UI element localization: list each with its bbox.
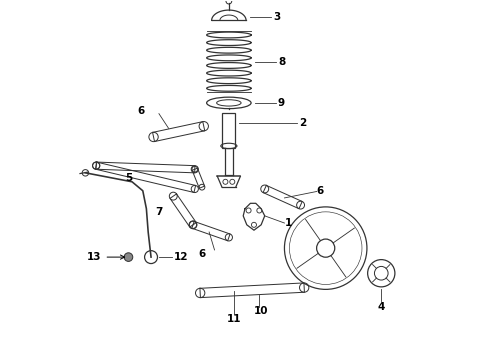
Text: 11: 11: [227, 314, 242, 324]
Bar: [222, 113, 235, 148]
Text: 1: 1: [285, 218, 293, 228]
Text: 9: 9: [278, 98, 285, 108]
Circle shape: [124, 253, 133, 261]
Text: 6: 6: [198, 249, 206, 259]
Text: 8: 8: [278, 57, 285, 67]
Text: 12: 12: [173, 252, 188, 262]
Text: 2: 2: [299, 118, 306, 128]
Text: 13: 13: [87, 252, 124, 262]
Text: 7: 7: [155, 207, 163, 217]
Text: 5: 5: [125, 173, 132, 183]
Text: 3: 3: [273, 12, 280, 22]
Text: 10: 10: [254, 306, 269, 316]
Text: 6: 6: [317, 186, 324, 197]
Text: 4: 4: [378, 302, 385, 312]
Text: 6: 6: [137, 106, 145, 116]
